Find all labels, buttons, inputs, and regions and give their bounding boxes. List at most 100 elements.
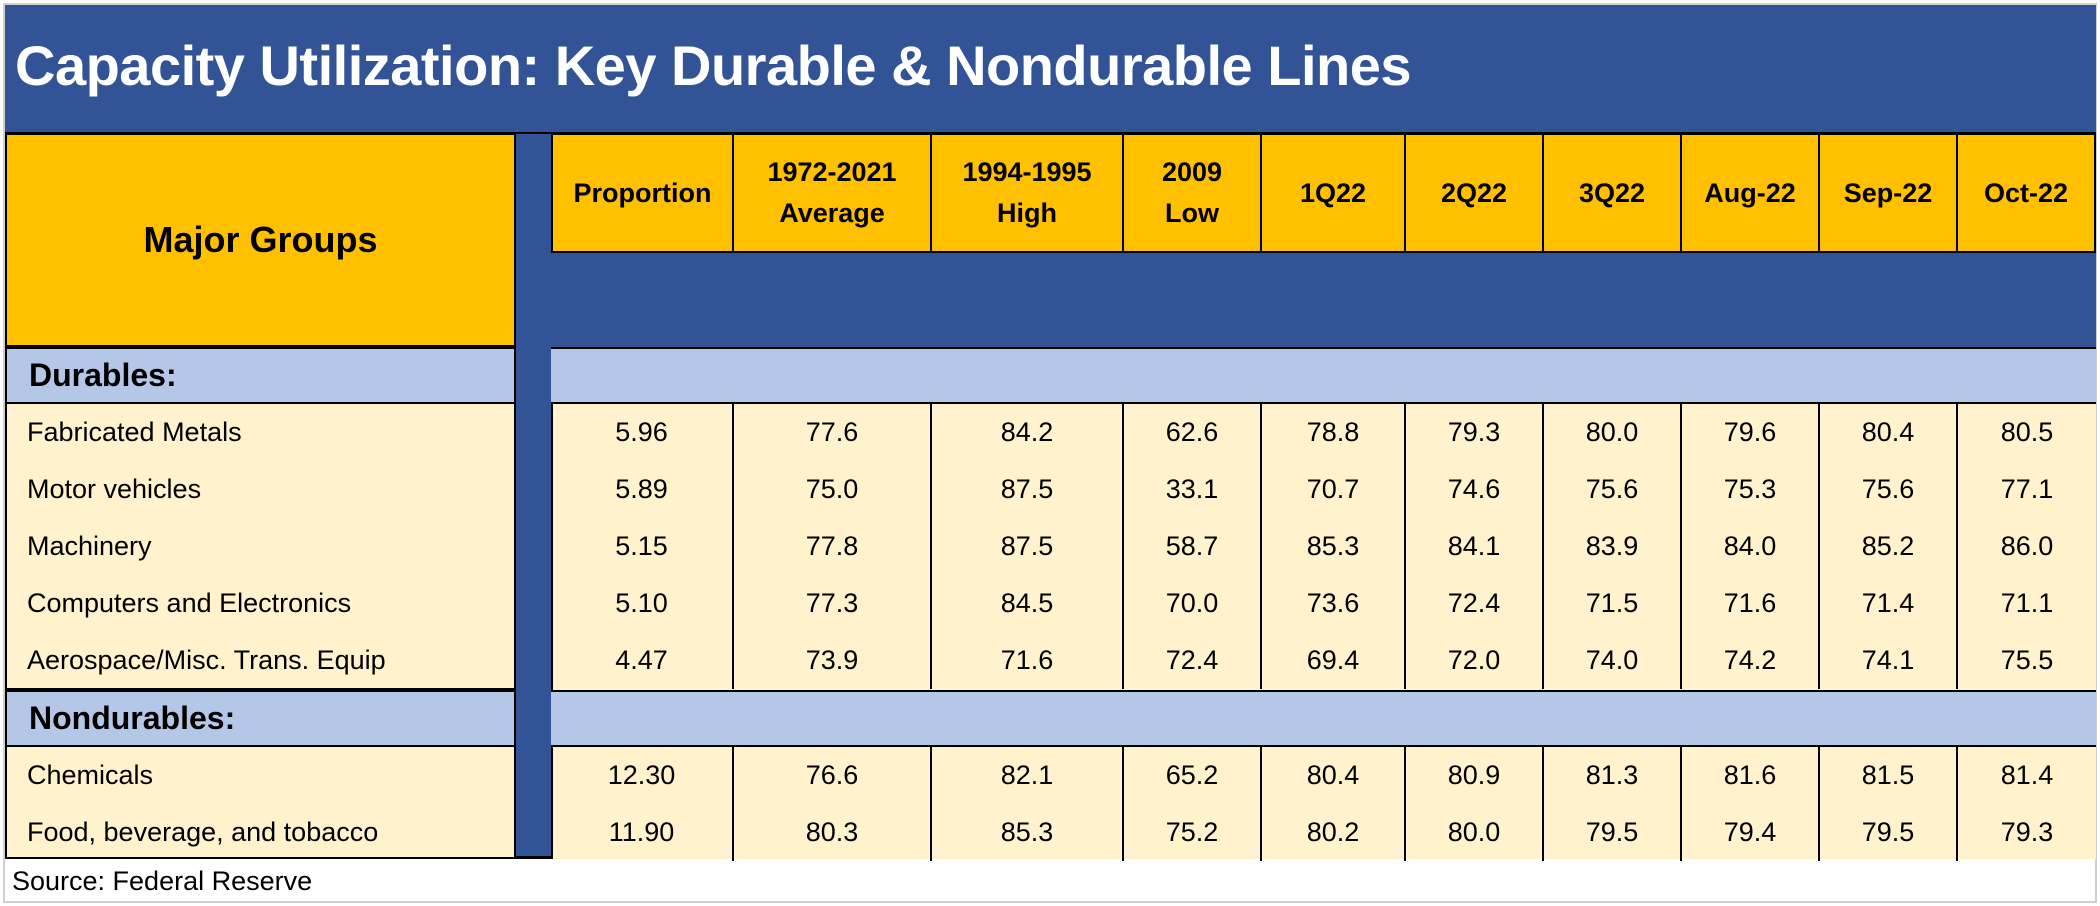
table-cell: 77.6	[734, 404, 932, 461]
section-header: Durables:	[5, 347, 516, 404]
table-cell: 80.2	[1262, 804, 1406, 861]
table-cell: 75.2	[1124, 804, 1262, 861]
column-header-line: Proportion	[573, 177, 712, 208]
table-cell: 85.3	[932, 804, 1124, 861]
column-header-line: 1972-2021	[767, 157, 897, 187]
row-label: Motor vehicles	[27, 474, 202, 504]
table-cell: 72.4	[1124, 632, 1262, 689]
column-header-label: Oct-22	[1984, 173, 2068, 214]
row-data-block	[551, 402, 2096, 690]
table-cell: 79.4	[1682, 804, 1820, 861]
table-cell: 84.2	[932, 404, 1124, 461]
table-cell: 74.6	[1406, 461, 1544, 518]
table-cell: 79.5	[1820, 804, 1958, 861]
table-cell: 75.3	[1682, 461, 1820, 518]
table-cell: 81.4	[2000, 760, 2054, 790]
row-data-block	[551, 745, 2096, 859]
title-bar: Capacity Utilization: Key Durable & Nond…	[5, 5, 2096, 134]
table-cell: 85.3	[1262, 518, 1406, 575]
page-title: Capacity Utilization: Key Durable & Nond…	[15, 34, 1412, 97]
column-header-line: High	[997, 198, 1057, 228]
table-cell: 65.2	[1124, 747, 1262, 804]
column-header-line: 1994-1995	[962, 157, 1092, 187]
major-groups-header: Major Groups	[5, 133, 516, 347]
table-cell: 79.3	[1406, 404, 1544, 461]
column-header-label: Aug-22	[1704, 173, 1796, 214]
column-header: 3Q22	[1542, 133, 1682, 253]
column-header: 1972-2021 Average	[732, 133, 932, 253]
row-label: Aerospace/Misc. Trans. Equip	[27, 645, 386, 675]
column-header-line: Aug-22	[1704, 177, 1796, 208]
column-header-label: Sep-22	[1844, 173, 1933, 214]
table-cell: 80.9	[1406, 747, 1544, 804]
table-cell: 81.3	[1544, 747, 1682, 804]
table-cell: 75.5	[2000, 645, 2054, 675]
section-band	[551, 690, 2096, 747]
table-cell: 69.4	[1262, 632, 1406, 689]
column-header-line: Sep-22	[1843, 177, 1933, 208]
table-cell: 72.0	[1406, 632, 1544, 689]
table-cell: 71.6	[932, 632, 1124, 689]
table-cell: 76.6	[734, 747, 932, 804]
table-cell: 5.89	[551, 461, 734, 518]
table-cell: 83.9	[1544, 518, 1682, 575]
column-header-label: 1994-1995 High	[962, 152, 1091, 234]
column-header-line: 3Q22	[1578, 177, 1646, 208]
table-cell: 70.7	[1262, 461, 1406, 518]
table-cell: 73.9	[734, 632, 932, 689]
table-cell: 4.47	[551, 632, 734, 689]
table-cell: 81.6	[1682, 747, 1820, 804]
table-cell: 79.6	[1682, 404, 1820, 461]
table-cell: 79.3	[2000, 817, 2054, 847]
column-header-line: Low	[1164, 198, 1219, 228]
table-cell: 80.5	[2000, 417, 2054, 447]
table-cell: 71.5	[1544, 575, 1682, 632]
row-label: Chemicals	[27, 760, 154, 790]
table-cell: 62.6	[1124, 404, 1262, 461]
table-cell: 74.0	[1544, 632, 1682, 689]
row-label-block	[5, 745, 516, 859]
table-cell: 75.6	[1820, 461, 1958, 518]
table-cell: 58.7	[1124, 518, 1262, 575]
column-header-line: 2Q22	[1440, 177, 1508, 208]
table-cell: 71.1	[2000, 588, 2054, 618]
column-header: Oct-22	[1956, 133, 2096, 253]
row-label: Machinery	[27, 531, 152, 561]
table-cell: 5.15	[551, 518, 734, 575]
table-cell: 86.0	[2000, 531, 2054, 561]
table-cell: 85.2	[1820, 518, 1958, 575]
row-label: Computers and Electronics	[27, 588, 352, 618]
table-cell: 70.0	[1124, 575, 1262, 632]
column-header-label: 1Q22	[1300, 173, 1366, 214]
table-cell: 80.4	[1262, 747, 1406, 804]
table-cell: 84.1	[1406, 518, 1544, 575]
table-cell: 77.3	[734, 575, 932, 632]
column-header-label: 3Q22	[1579, 173, 1645, 214]
table-cell: 78.8	[1262, 404, 1406, 461]
table-cell: 33.1	[1124, 461, 1262, 518]
table-cell: 87.5	[932, 461, 1124, 518]
column-header-line: 1Q22	[1299, 177, 1367, 208]
table-cell: 82.1	[932, 747, 1124, 804]
table-cell: 71.4	[1820, 575, 1958, 632]
column-header: 2009 Low	[1122, 133, 1262, 253]
column-header-line: Oct-22	[1983, 177, 2069, 208]
table-cell: 75.6	[1544, 461, 1682, 518]
table-cell: 80.0	[1406, 804, 1544, 861]
table-cell: 84.5	[932, 575, 1124, 632]
table-cell: 87.5	[932, 518, 1124, 575]
table-cell: 81.5	[1820, 747, 1958, 804]
column-header: 2Q22	[1404, 133, 1544, 253]
section-title: Nondurables:	[29, 700, 236, 736]
column-header-label: 2009 Low	[1162, 152, 1222, 234]
table-cell: 71.6	[1682, 575, 1820, 632]
table-cell: 80.0	[1544, 404, 1682, 461]
table-cell: 5.10	[551, 575, 734, 632]
table-cell: 12.30	[551, 747, 734, 804]
table-cell: 80.3	[734, 804, 932, 861]
table-cell: 5.96	[551, 404, 734, 461]
table-cell: 74.2	[1682, 632, 1820, 689]
column-header-line: 2009	[1161, 157, 1223, 187]
column-header-label: 2Q22	[1441, 173, 1507, 214]
major-groups-label: Major Groups	[143, 219, 378, 260]
